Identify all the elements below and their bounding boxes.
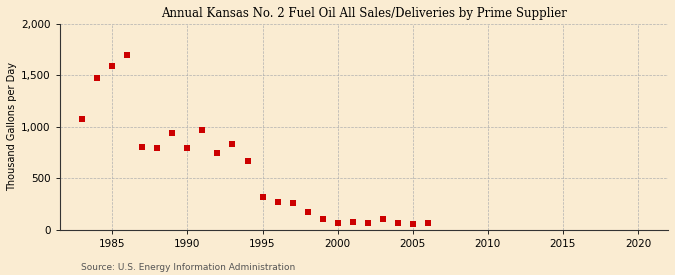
Point — [423, 220, 433, 225]
Point — [287, 201, 298, 205]
Text: Source: U.S. Energy Information Administration: Source: U.S. Energy Information Administ… — [81, 263, 295, 272]
Point — [77, 117, 88, 121]
Point — [92, 76, 103, 81]
Point — [257, 195, 268, 199]
Point — [347, 220, 358, 224]
Point — [227, 142, 238, 147]
Point — [392, 221, 403, 225]
Point — [242, 159, 253, 164]
Point — [212, 150, 223, 155]
Point — [137, 145, 148, 150]
Point — [182, 146, 193, 151]
Y-axis label: Thousand Gallons per Day: Thousand Gallons per Day — [7, 62, 17, 191]
Point — [407, 221, 418, 226]
Point — [272, 200, 283, 204]
Point — [197, 128, 208, 132]
Point — [302, 210, 313, 214]
Point — [107, 64, 117, 68]
Point — [332, 221, 343, 225]
Point — [122, 53, 133, 57]
Point — [377, 217, 388, 222]
Point — [152, 146, 163, 151]
Point — [167, 131, 178, 135]
Title: Annual Kansas No. 2 Fuel Oil All Sales/Deliveries by Prime Supplier: Annual Kansas No. 2 Fuel Oil All Sales/D… — [161, 7, 567, 20]
Point — [317, 217, 328, 221]
Point — [362, 220, 373, 225]
